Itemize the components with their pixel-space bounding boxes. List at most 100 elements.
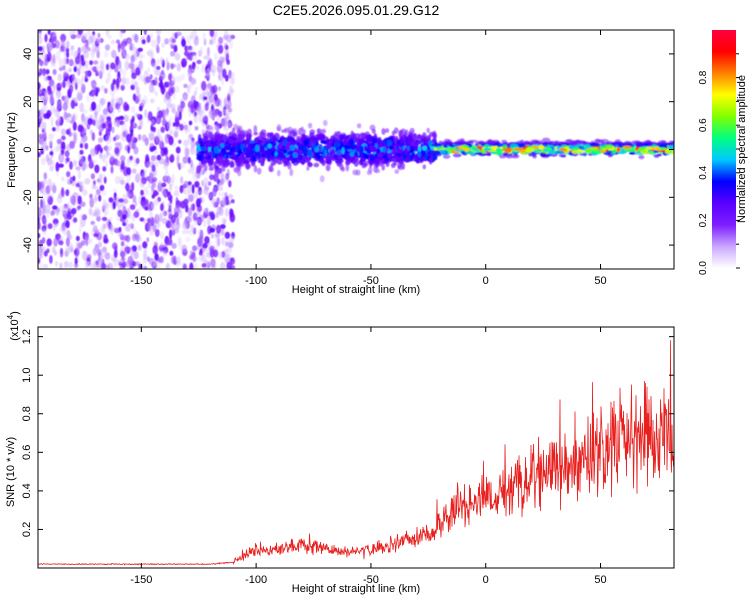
spectrogram-blob (399, 138, 404, 144)
spectrogram-blob (210, 258, 216, 268)
spectrogram-blob (93, 233, 99, 238)
snr-x-tick-label: 50 (594, 574, 606, 586)
spectrogram-blob (115, 97, 122, 105)
spectrogram-blob (397, 162, 402, 169)
spectrogram-blob (38, 36, 43, 45)
spectrogram-blob (138, 205, 143, 211)
spectrogram-blob (559, 147, 566, 151)
spectrogram-blob (170, 214, 177, 224)
spectrogram-blob (591, 142, 600, 147)
spectrogram-blob (225, 52, 230, 61)
spectrogram-blob (165, 56, 169, 67)
spectrogram-blob (63, 57, 67, 66)
spectrogram-blob (210, 233, 215, 239)
spectrogram-blob (408, 149, 415, 154)
spectrogram-blob (83, 118, 88, 123)
spectrogram-blob (104, 44, 111, 51)
spectrogram-blob (43, 263, 48, 269)
spectrogram-blob (260, 159, 265, 167)
spectrogram-blob (51, 209, 55, 216)
spectrogram-blob (142, 241, 148, 249)
spectrogram-blob (75, 166, 81, 171)
spectrogram-blob (93, 60, 99, 65)
spectrogram-blob (137, 134, 142, 141)
spectrogram-blob (208, 151, 213, 156)
snr-y-tick-label: 0.6 (21, 445, 33, 460)
snr-x-ticks: -150 -100 -50 0 50 (130, 327, 607, 586)
spectrogram-blob (166, 237, 173, 246)
spectrogram-blob (63, 43, 70, 50)
spectrogram-blob (212, 102, 217, 108)
spectrogram-blob (72, 30, 76, 34)
spectrogram-blob (483, 147, 492, 151)
spectrogram-blob (49, 166, 54, 172)
spectrogram-blob (45, 154, 50, 162)
spectrogram-blob (207, 215, 211, 226)
spectrogram-blob (368, 166, 373, 173)
spectrogram-blob (270, 161, 275, 167)
spectrogram-blob (347, 140, 352, 147)
spectrogram-blob (95, 104, 101, 113)
spectrogram-blob (79, 102, 84, 113)
spectrogram-blob (309, 135, 316, 140)
spectrogram-blob (167, 81, 173, 87)
spectrogram-blob (191, 108, 196, 113)
spectrogram-blob (542, 142, 548, 147)
spectrogram-blob (102, 166, 107, 172)
spectrogram-blob (371, 146, 377, 153)
spectrogram-region-1 (196, 119, 438, 183)
spectrogram-blob (97, 144, 101, 152)
spectrogram-blob (217, 61, 221, 69)
snr-y-tick-label: 0.4 (21, 483, 33, 498)
spectrogram-blob (159, 211, 166, 217)
spectrogram-y-tick-label: -40 (22, 237, 34, 253)
spectrogram-blob (109, 109, 115, 118)
spectrogram-blob (44, 91, 48, 100)
spectrogram-blob (422, 164, 426, 170)
spectrogram-blob (86, 94, 90, 103)
spectrogram-blob (179, 185, 184, 194)
spectrogram-blob (160, 203, 164, 212)
spectrogram-blob (194, 65, 200, 70)
spectrogram-blob (38, 151, 41, 158)
colorbar-tick-label: 0.0 (698, 261, 709, 275)
spectrogram-x-tick-label: 0 (483, 275, 489, 287)
spectrogram-blob (389, 145, 393, 151)
spectrogram-blob (193, 114, 198, 124)
spectrogram-blob (145, 154, 150, 163)
spectrogram-blob (369, 155, 375, 163)
spectrogram-blob (118, 60, 122, 69)
spectrogram-blob (161, 188, 167, 195)
spectrogram-blob (159, 71, 166, 80)
spectrogram-blob (221, 197, 225, 205)
spectrogram-blob (129, 204, 136, 210)
spectrogram-blob (99, 119, 104, 125)
spectrogram-blob (91, 85, 97, 94)
spectrogram-blob (60, 141, 66, 150)
spectrogram-blob (195, 198, 201, 208)
spectrogram-blob (63, 111, 68, 120)
spectrogram-blob (104, 160, 109, 168)
colorbar-tick-label: 0.2 (698, 213, 709, 227)
spectrogram-blob (117, 231, 121, 237)
spectrogram-blob (137, 244, 142, 251)
snr-line (38, 340, 674, 566)
spectrogram-blob (72, 132, 78, 137)
spectrogram-blob (197, 154, 203, 162)
spectrogram-blob (214, 131, 221, 138)
spectrogram-blob (153, 150, 158, 155)
spectrogram-blob (55, 51, 61, 61)
spectrogram-blob (87, 35, 94, 45)
spectrogram-blob (66, 171, 71, 178)
spectrogram-blob (169, 229, 173, 240)
spectrogram-blob (101, 251, 107, 258)
spectrogram-blob (151, 118, 155, 127)
spectrogram-blob (657, 147, 667, 151)
spectrogram-blob (187, 156, 191, 164)
spectrogram-blob (664, 149, 671, 155)
spectrogram-blob (215, 169, 221, 174)
spectrogram-blob (82, 214, 87, 221)
spectrogram-blob (123, 114, 127, 119)
spectrogram-blob (192, 172, 198, 181)
spectrogram-blob (154, 229, 160, 237)
